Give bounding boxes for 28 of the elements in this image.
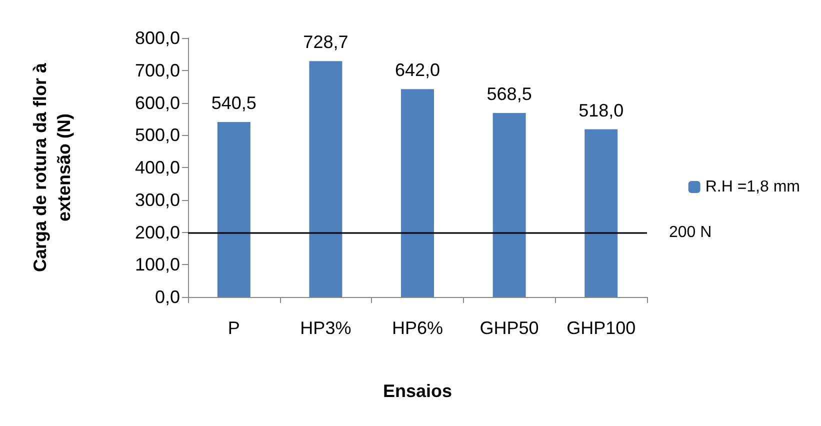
data-label: 540,5 bbox=[211, 93, 256, 114]
x-axis-title: Ensaios bbox=[382, 381, 452, 401]
ref-line-label: 200 N bbox=[669, 224, 712, 241]
x-tick-label: HP6% bbox=[392, 318, 444, 338]
data-label: 642,0 bbox=[394, 60, 440, 80]
data-label: 518,0 bbox=[578, 100, 624, 120]
y-axis-title: Carga de rotura da flor à extensão (N) bbox=[30, 62, 74, 272]
bar bbox=[401, 89, 434, 297]
x-tick-label: P bbox=[228, 318, 240, 338]
y-tick-label: 500,0 bbox=[134, 125, 180, 146]
x-tick-label: GHP100 bbox=[566, 318, 636, 338]
y-tick-label: 100,0 bbox=[134, 254, 180, 275]
bar bbox=[492, 112, 526, 297]
y-tick-label: 0,0 bbox=[154, 287, 180, 307]
bar bbox=[217, 122, 250, 297]
y-tick-label: 200,0 bbox=[134, 222, 180, 242]
data-label: 568,5 bbox=[486, 84, 532, 104]
y-tick-label: 800,0 bbox=[134, 28, 180, 48]
y-tick-label: 400,0 bbox=[134, 158, 180, 178]
bar bbox=[309, 61, 342, 297]
legend-label: R.H =1,8 mm bbox=[705, 178, 800, 196]
bar bbox=[584, 129, 618, 297]
data-label: 728,7 bbox=[303, 32, 348, 52]
y-tick-label: 700,0 bbox=[134, 60, 180, 80]
y-tick-label: 300,0 bbox=[134, 190, 180, 210]
x-tick-label: GHP50 bbox=[480, 318, 539, 338]
y-tick-label: 600,0 bbox=[134, 92, 180, 113]
x-tick-label: HP3% bbox=[300, 318, 352, 338]
